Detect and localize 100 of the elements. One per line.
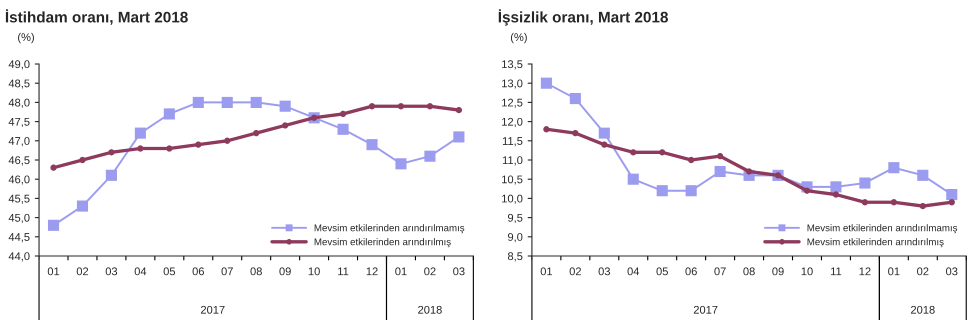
point [424, 150, 436, 162]
point [570, 93, 581, 104]
point [862, 199, 868, 206]
x-tick-label: 12 [366, 267, 378, 276]
y-tick-label: 45,0 [8, 214, 30, 224]
x-tick-label: 05 [656, 267, 668, 276]
point [688, 156, 694, 164]
legend-label: Mevsim etkilerinden arındırılmamış [314, 224, 464, 234]
x-tick-label: 11 [338, 268, 348, 276]
point [106, 170, 117, 181]
point [250, 96, 262, 108]
point [338, 124, 349, 135]
point [540, 78, 552, 89]
point [804, 188, 810, 194]
point [222, 96, 233, 108]
x-tick-label: 08 [743, 267, 755, 276]
point [917, 170, 928, 181]
point [601, 142, 608, 148]
point [253, 130, 260, 136]
x-tick-label: 01 [395, 267, 407, 276]
x-tick-label: 05 [164, 267, 176, 276]
y-tick-label: 45,5 [8, 194, 30, 204]
y-tick-label: 11,0 [502, 156, 522, 166]
y-tick-label: 48,5 [8, 79, 30, 89]
point [398, 103, 404, 110]
point [76, 200, 88, 212]
point [282, 122, 288, 129]
point [714, 166, 726, 178]
legend-label: Mevsim etkilerinden arındırılmış [808, 238, 944, 248]
point [598, 128, 610, 139]
y-tick-label: 44,0 [8, 252, 30, 262]
point [340, 110, 346, 118]
y-tick-label: 44,5 [8, 233, 30, 242]
chart-title: İstihdam oranı, Mart 2018 [6, 9, 188, 25]
point [946, 189, 958, 200]
x-tick-label: 01 [48, 267, 60, 276]
y-tick-label: 12,0 [502, 118, 522, 128]
x-tick-label: 02 [570, 267, 581, 276]
y-tick-label: 10,5 [502, 175, 522, 185]
x-tick-label: 06 [685, 267, 697, 276]
point [830, 181, 842, 192]
point [859, 177, 870, 189]
y-tick-label: 8,5 [508, 252, 522, 262]
point [395, 158, 407, 170]
point [79, 156, 86, 164]
point [746, 168, 752, 175]
point [686, 185, 697, 196]
x-tick-label: 03 [453, 267, 465, 276]
y-tick-label: 46,0 [8, 175, 30, 185]
point [48, 220, 60, 231]
point [192, 96, 204, 108]
x-tick-label: 08 [250, 267, 262, 276]
y-tick-label: 47,5 [8, 118, 30, 128]
x-tick-label: 04 [628, 267, 640, 276]
point [456, 106, 462, 114]
x-tick-label: 03 [598, 267, 610, 276]
x-tick-label: 02 [917, 267, 928, 276]
point [453, 131, 464, 143]
x-tick-label: 12 [860, 267, 871, 276]
y-tick-label: 13,5 [502, 60, 522, 70]
text: 2017 [694, 306, 718, 314]
point [137, 145, 144, 152]
point [195, 142, 202, 148]
x-tick-label: 07 [222, 267, 233, 276]
x-tick-label: 09 [279, 267, 291, 276]
point [108, 149, 115, 156]
x-tick-label: 03 [106, 267, 118, 276]
x-tick-label: 11 [831, 268, 842, 276]
y-tick-label: 11,5 [502, 137, 522, 146]
x-tick-label: 01 [540, 267, 552, 276]
y-tick-label: 48,0 [8, 98, 30, 108]
point [368, 103, 376, 110]
y-axis-title: (%) [18, 32, 34, 44]
point [224, 138, 230, 144]
chart-title: İşsizlik oranı, Mart 2018 [498, 9, 668, 26]
point [572, 130, 578, 136]
x-tick-label: 02 [76, 267, 88, 276]
x-tick-label: 10 [308, 267, 320, 276]
point [948, 199, 955, 206]
y-tick-label: 10,0 [502, 194, 522, 204]
point [543, 126, 550, 132]
point [366, 139, 378, 150]
text: 2018 [911, 306, 935, 314]
x-tick-label: 06 [192, 267, 204, 276]
point [50, 164, 57, 171]
point [659, 149, 666, 156]
point [890, 199, 897, 206]
y-tick-label: 46,5 [8, 156, 30, 166]
y-tick-label: 13,0 [502, 79, 522, 89]
x-tick-label: 01 [888, 267, 900, 276]
point [134, 128, 146, 139]
point [920, 202, 926, 210]
y-tick-label: 9,0 [508, 233, 522, 242]
x-tick-label: 10 [802, 267, 813, 276]
point [717, 153, 724, 160]
x-tick-label: 04 [134, 267, 146, 276]
point [628, 174, 639, 185]
y-axis-title: (%) [510, 32, 527, 44]
y-tick-label: 49,0 [8, 60, 30, 70]
y-tick-label: 12,5 [502, 98, 522, 108]
